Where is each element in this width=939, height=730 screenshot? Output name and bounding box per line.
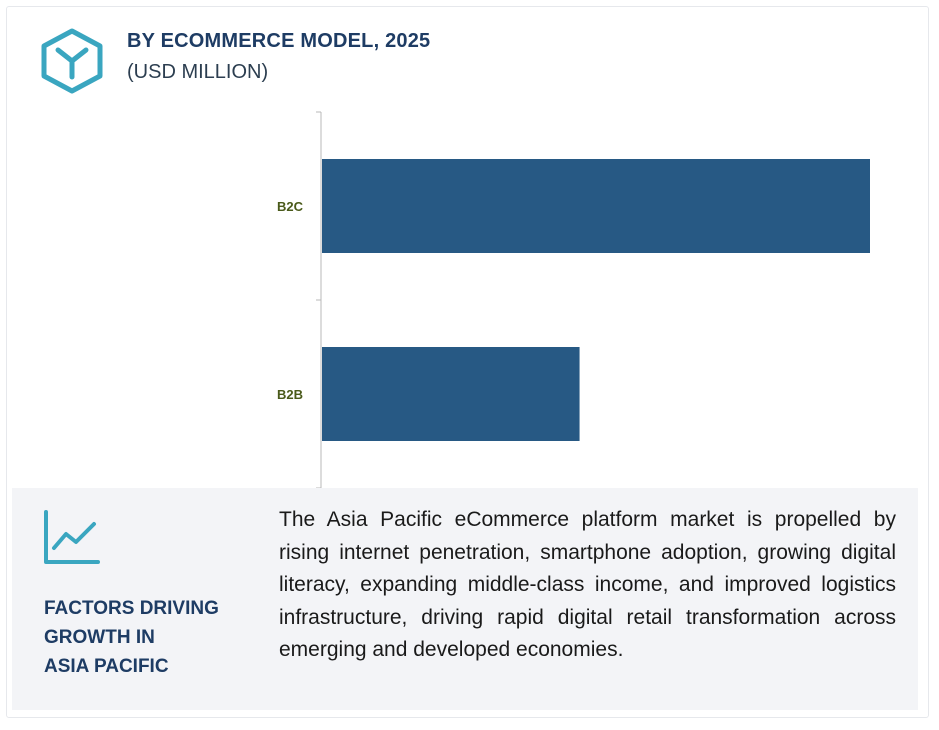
hexagon-y-logo-icon [41, 28, 103, 94]
category-label: B2C [277, 199, 304, 214]
trend-line-icon [44, 510, 100, 564]
chart-title: BY ECOMMERCE MODEL, 2025 [127, 30, 431, 52]
category-label: B2B [277, 387, 303, 402]
factors-heading-line: ASIA PACIFIC [44, 656, 169, 677]
factors-description: The Asia Pacific eCommerce platform mark… [279, 508, 896, 661]
bar-b2c [322, 159, 870, 253]
bar-chart: B2C B2B [277, 111, 870, 489]
factors-heading: FACTORS DRIVING GROWTH IN ASIA PACIFIC [44, 594, 254, 681]
factors-heading-line: GROWTH IN [44, 627, 155, 648]
bar-b2b [322, 347, 580, 441]
factors-panel: FACTORS DRIVING GROWTH IN ASIA PACIFIC T… [12, 488, 918, 710]
chart-subtitle: (USD MILLION) [127, 61, 269, 83]
factors-heading-line: FACTORS DRIVING [44, 598, 219, 619]
